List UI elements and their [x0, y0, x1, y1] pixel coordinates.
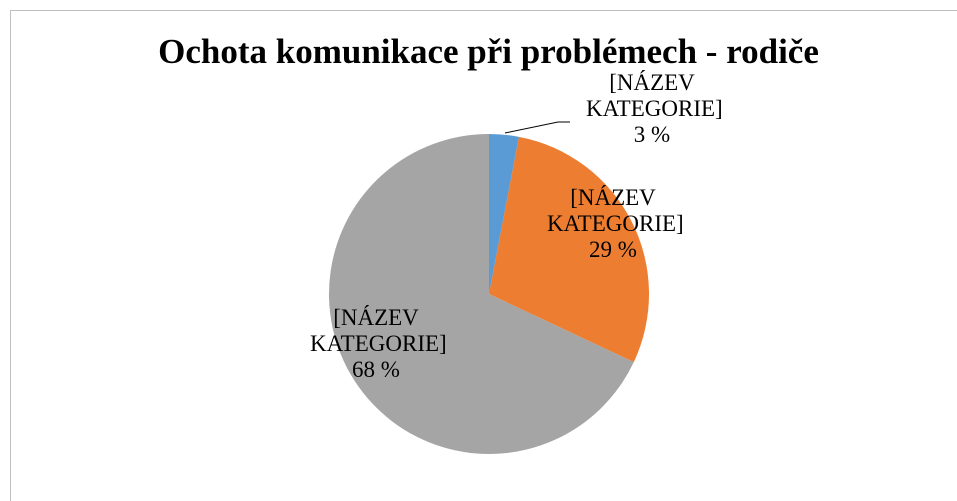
- value-label: 68 %: [352, 357, 400, 382]
- pie-slice: [489, 136, 649, 363]
- chart-title: Ochota komunikace při problémech - rodič…: [158, 32, 819, 71]
- value-label: 3 %: [633, 122, 671, 147]
- pie-slice: [489, 134, 519, 294]
- pie-slice: [329, 134, 634, 454]
- data-label: [NÁZEV KATEGORIE] 68 %: [286, 305, 466, 383]
- value-label: 29 %: [589, 237, 637, 262]
- category-label: [NÁZEV KATEGORIE]: [547, 185, 684, 236]
- category-label: [NÁZEV KATEGORIE]: [310, 305, 447, 356]
- data-label: [NÁZEV KATEGORIE] 29 %: [523, 185, 703, 263]
- chart-frame: [10, 10, 957, 501]
- leader-line: [504, 121, 570, 134]
- data-label: [NÁZEV KATEGORIE] 3 %: [562, 70, 742, 148]
- category-label: [NÁZEV KATEGORIE]: [586, 70, 723, 121]
